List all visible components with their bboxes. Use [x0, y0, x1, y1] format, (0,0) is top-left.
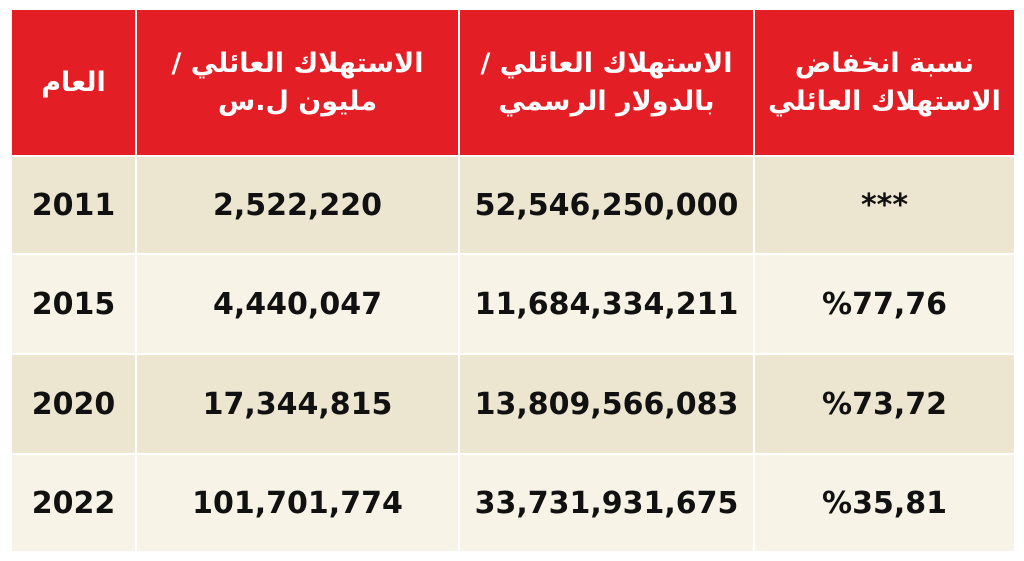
table-cell: 13,809,566,083 — [458, 355, 753, 455]
header-cell: العام — [10, 10, 135, 157]
table-cell: 101,701,774 — [135, 455, 458, 553]
table-cell: 11,684,334,211 — [458, 255, 753, 355]
table-cell: 2,522,220 — [135, 157, 458, 255]
header-cell: الاستهلاك العائلي / بالدولار الرسمي — [458, 10, 753, 157]
header-text: بالدولار الرسمي — [498, 85, 715, 117]
header-text: العام — [41, 66, 106, 98]
table-cell: 17,344,815 — [135, 355, 458, 455]
header-cell: الاستهلاك العائلي / مليون ل.س — [135, 10, 458, 157]
table-cell: 2020 — [10, 355, 135, 455]
header-text: الاستهلاك العائلي / — [480, 47, 733, 79]
header-text: مليون ل.س — [217, 85, 378, 117]
table-cell: %77,76 — [753, 255, 1014, 355]
table-cell: 4,440,047 — [135, 255, 458, 355]
header-text: الاستهلاك العائلي — [768, 85, 1001, 117]
table-cell: 2015 — [10, 255, 135, 355]
header-text: الاستهلاك العائلي / — [171, 47, 424, 79]
header-cell: نسبة انخفاض الاستهلاك العائلي — [753, 10, 1014, 157]
header-text: نسبة انخفاض — [794, 47, 975, 79]
table-cell: *** — [753, 157, 1014, 255]
table-cell: 33,731,931,675 — [458, 455, 753, 553]
table-cell: 52,546,250,000 — [458, 157, 753, 255]
table-cell: 2011 — [10, 157, 135, 255]
table-cell: %73,72 — [753, 355, 1014, 455]
table-cell: 2022 — [10, 455, 135, 553]
table: نسبة انخفاض الاستهلاك العائلي الاستهلاك ال… — [10, 10, 1014, 553]
table-cell: %35,81 — [753, 455, 1014, 553]
